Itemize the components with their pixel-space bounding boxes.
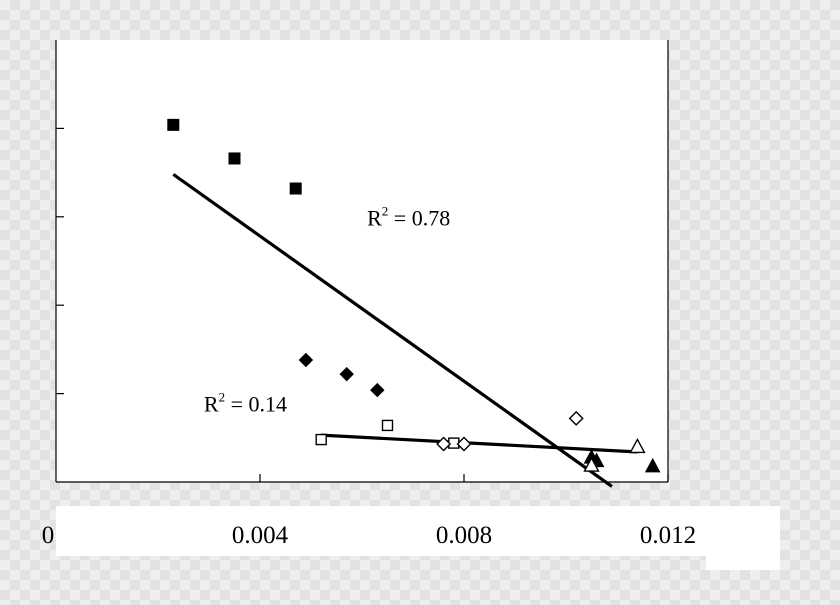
r-squared-value: = 0.14 <box>225 391 287 416</box>
r-squared-exponent: 2 <box>382 204 389 219</box>
data-point-triangle-open <box>629 437 646 454</box>
data-point-square-open <box>315 433 327 446</box>
data-point-square-filled <box>167 118 180 131</box>
data-point-square-filled <box>228 152 241 165</box>
r-squared-r: R <box>367 206 382 231</box>
data-point-triangle-filled <box>644 457 661 473</box>
data-point-square-open <box>448 437 460 449</box>
x-tick-label: 0.008 <box>436 522 492 549</box>
tick-label-band <box>56 506 780 556</box>
data-point-triangle-open <box>583 456 600 472</box>
x-tick-label: 0.004 <box>232 522 289 549</box>
data-point-diamond-open <box>568 410 584 426</box>
trendline <box>172 173 613 488</box>
r-squared-label: R2 = 0.14 <box>204 389 287 416</box>
plot-area <box>56 40 668 482</box>
data-point-square-filled <box>289 182 302 195</box>
r-squared-label: R2 = 0.78 <box>367 204 450 231</box>
data-point-diamond-filled <box>339 366 354 382</box>
r-squared-r: R <box>204 391 219 416</box>
data-point-diamond-open <box>436 436 452 452</box>
x-tick-label: 0.012 <box>640 522 696 549</box>
tick-label-band-corner <box>706 556 780 570</box>
data-point-square-open <box>381 419 394 432</box>
data-points <box>167 118 661 473</box>
r-squared-exponent: 2 <box>219 389 226 404</box>
tick-labels: 0 0.004 0.008 0.012 <box>42 522 696 549</box>
data-point-diamond-filled <box>298 352 314 368</box>
axes <box>55 40 669 483</box>
data-point-diamond-open <box>456 436 472 452</box>
trendlines <box>172 173 638 488</box>
data-point-diamond-filled <box>370 382 385 398</box>
x-tick-label: 0 <box>42 522 55 549</box>
r-squared-value: = 0.78 <box>388 206 450 231</box>
trendline <box>321 433 638 454</box>
